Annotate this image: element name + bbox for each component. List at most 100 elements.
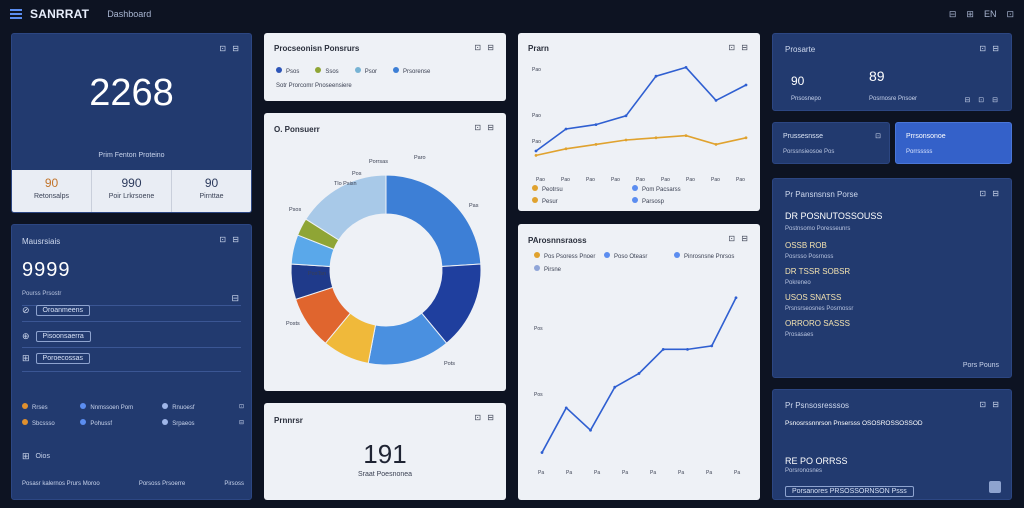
legend-row: Psos Ssos Psor Prsorense — [276, 67, 430, 75]
legend-label: Psor — [364, 69, 378, 75]
app-brand: SANRRAT — [30, 7, 90, 21]
metrics-list-item[interactable]: ⊘ Oroanmeens — [22, 305, 91, 316]
card-actions[interactable]: ⊡ ⊟ — [219, 44, 241, 53]
data-point — [624, 138, 628, 142]
right-list-item-head: OSSB ROB — [785, 241, 827, 250]
legend-dot — [532, 185, 538, 191]
data-point — [684, 134, 688, 137]
breadcrumb[interactable]: Dashboard — [107, 9, 152, 19]
right-right-sub: Posrnosre Pnsoer — [869, 96, 918, 102]
legend-label: Srpaeos — [172, 421, 195, 427]
metrics-footer: Posasr kalernos Prurs Moroo Porsoss Prso… — [22, 481, 244, 487]
line-chart-top[interactable]: Pao Pao Pao Pao Pao Pao Pao Pao Pao Pao Pao Pao — [518, 33, 760, 211]
kpi-stat[interactable]: 90 Pirnttae — [172, 170, 251, 212]
card-actions[interactable]: ⊡ ⊟ — [728, 43, 750, 52]
metrics-footer-label: Oios — [35, 453, 50, 460]
account-icon[interactable]: ⊡ — [1006, 8, 1014, 19]
right-summary-controls[interactable]: ⊟ ⊡ ⊟ — [964, 97, 1001, 104]
right-list-item-head: DR POSNUTOSSOUSS — [785, 211, 883, 221]
legend-item: Psor — [354, 67, 378, 75]
right-list-item[interactable]: OSSB ROB Posrsso Posrnoss — [785, 241, 1001, 267]
right-mid-card-b[interactable]: Prrsonsonoe Porrsssss — [895, 122, 1012, 164]
resize-icon[interactable] — [989, 481, 1001, 493]
donut-label: PosTsn — [308, 271, 326, 277]
donut-label: Porrsas — [369, 159, 388, 165]
legend-label: Pirsne — [544, 267, 562, 273]
footer-item[interactable]: Pirsoss — [224, 481, 244, 487]
grid-icon[interactable]: ⊞ — [22, 451, 30, 461]
card-actions[interactable]: ⊡ ⊟ — [979, 189, 1001, 198]
legend-item: Peotrsu — [532, 185, 632, 193]
series-line — [535, 134, 747, 157]
card-actions[interactable]: ⊡ ⊟ — [474, 43, 496, 52]
legend-label: Pesur — [542, 199, 558, 205]
right-list-item[interactable]: DR POSNUTOSSOUSS Postnsomo Poresseunrs — [785, 211, 1001, 241]
kpi-stat[interactable]: 90 Retonsalps — [12, 170, 92, 212]
x-tick-label: Pao — [536, 177, 545, 183]
metrics-list-item[interactable]: ⊕ Pisoonsaerra — [22, 331, 91, 342]
legend-dot — [532, 197, 538, 203]
card-actions[interactable]: ⊡ ⊟ — [474, 123, 496, 132]
right-mid-a-title: Prussesnsse — [783, 133, 824, 140]
card-actions[interactable]: ⊡ ⊟ — [219, 235, 241, 244]
legend-dot — [632, 197, 638, 203]
legend-item: Pirsne — [534, 265, 604, 273]
metrics-list-item[interactable]: ⊞ Poroecossas — [22, 353, 91, 364]
data-point — [613, 385, 617, 389]
grid-icon[interactable]: ⊞ — [966, 8, 974, 19]
value-card-title: Prnnrsr — [274, 416, 303, 425]
data-point — [714, 143, 718, 146]
expand-icon[interactable]: ⊟ — [231, 293, 239, 303]
language-label[interactable]: EN — [983, 9, 997, 19]
line-top-legend: Peotrsu Pom Pacsarss Pesur Parsosp — [532, 185, 732, 205]
legend-dot — [604, 252, 610, 258]
line-chart-bottom[interactable]: Pos Pos Pa Pa Pa Pa Pa Pa Pa Pa — [518, 224, 760, 500]
legend-card-title: Procseonisn Ponsrurs — [274, 44, 360, 53]
card-actions[interactable]: ⊡ — [875, 133, 881, 140]
window-icon[interactable]: ⊟ — [948, 8, 957, 19]
legend-item: Nnmssoen Pom — [80, 403, 162, 411]
divider — [22, 321, 241, 322]
legend-label: Pom Pacsarss — [642, 187, 681, 193]
legend-item: Parsosp — [632, 197, 732, 205]
legend-label: Parsosp — [642, 199, 665, 205]
menu-icon[interactable] — [10, 9, 22, 19]
donut-label: Paro — [414, 155, 426, 161]
x-tick-label: Pa — [566, 470, 572, 476]
metrics-title: Mausrsiais — [22, 237, 61, 246]
card-actions[interactable]: ⊡ ⊟ — [979, 400, 1001, 409]
donut-label: Posts — [286, 321, 300, 327]
metrics-sub: Pourss Prsostr — [22, 291, 62, 297]
donut-chart[interactable]: Pas Pots Porrsas Psos Posts PosTsn Pos Tlo Psis… — [264, 113, 506, 391]
right-mid-card-a[interactable]: Prussesnsse ⊡ Porssnsieosoe Pos — [772, 122, 890, 164]
right-left-value: 90 — [791, 74, 805, 88]
right-list-card: Pr Pansnsnsn Porse ⊡ ⊟ DR POSNUTOSSOUSS … — [772, 178, 1012, 378]
data-point — [744, 136, 748, 140]
legend-item: Poso Oteasr — [604, 252, 674, 260]
x-tick-label: Pao — [711, 177, 720, 183]
footer-item[interactable]: Porsoss Prsoerre — [138, 481, 186, 487]
legend-label: Ssos — [325, 69, 339, 75]
right-detail-pill[interactable]: Porsanores PRSOSSORNSON Psss — [785, 486, 914, 497]
data-point — [534, 154, 538, 157]
card-actions[interactable]: ⊡ ⊟ — [979, 44, 1001, 53]
legend-value: ⊡ — [238, 404, 244, 410]
card-actions[interactable]: ⊡ ⊟ — [728, 234, 750, 243]
legend-dot — [22, 419, 28, 425]
right-list-item[interactable]: DR TSSR SOBSR Pokreneo — [785, 267, 1001, 293]
data-point — [589, 428, 592, 432]
card-actions[interactable]: ⊡ ⊟ — [474, 413, 496, 422]
kpi-stat[interactable]: 990 Poir Lrkrsoene — [92, 170, 172, 212]
data-point — [594, 123, 598, 126]
y-tick-label: Pao — [532, 67, 541, 73]
x-tick-label: Pao — [586, 177, 595, 183]
right-list-item[interactable]: USOS SNATSS Prsnsrseosnes Posrnossr — [785, 293, 1001, 319]
right-list-footer[interactable]: Pors Pouns — [962, 362, 999, 369]
legend-item: Pinrosnsne Pnrsos — [674, 252, 744, 260]
y-tick-label: Pao — [532, 139, 541, 145]
legend-label: Pinrosnsne Pnrsos — [684, 254, 735, 260]
footer-item[interactable]: Posasr kalernos Prurs Moroo — [22, 481, 100, 487]
right-list-item[interactable]: ORRORO SASSS Prosasaes — [785, 319, 1001, 345]
right-left-sub: Pnsosnepo — [791, 96, 822, 102]
right-detail-card: Pr Psnsosresssos ⊡ ⊟ Psnosrssnnrson Pnse… — [772, 389, 1012, 500]
